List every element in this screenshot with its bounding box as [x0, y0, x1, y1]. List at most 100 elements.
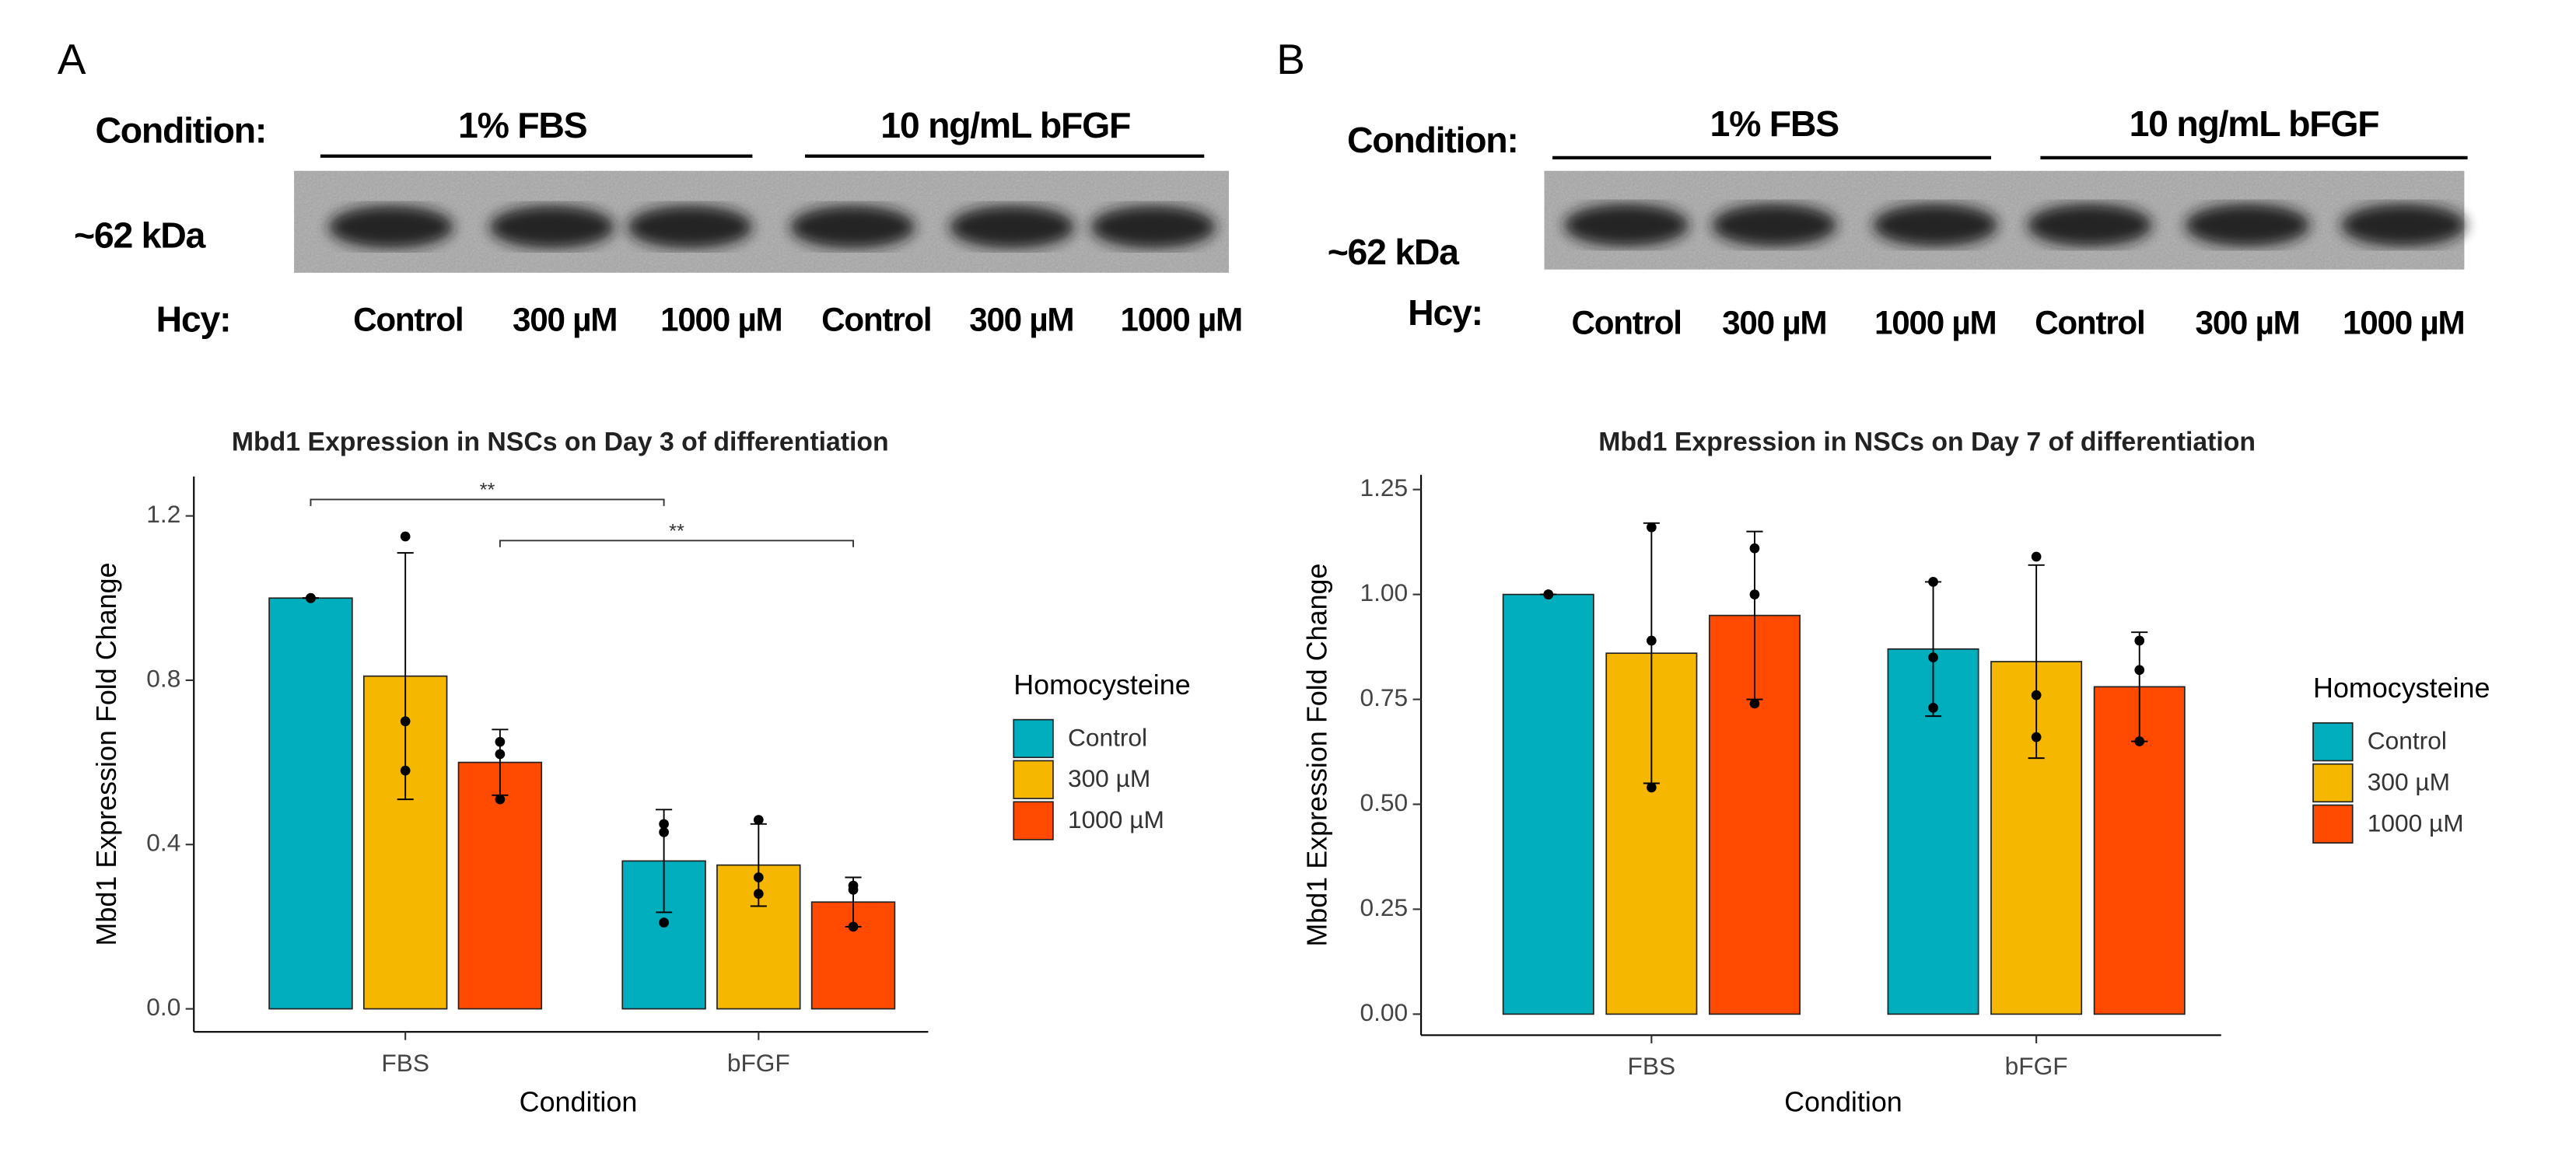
significance-bracket	[310, 498, 665, 506]
blot-band	[328, 205, 453, 249]
panel-label: B	[1276, 35, 1304, 83]
data-point	[659, 819, 669, 830]
legend: Homocysteine Control 300 µM 1000 µM	[2312, 672, 2490, 844]
bar	[268, 597, 353, 1010]
lane-label: 1000 µM	[2343, 305, 2464, 341]
legend-label: 300 µM	[2368, 767, 2450, 795]
data-point	[753, 872, 764, 882]
y-tick-label: 0.25	[1360, 893, 1409, 921]
data-point	[400, 716, 411, 727]
lane-label: 300 µM	[513, 301, 617, 337]
legend-label: 1000 µM	[1068, 805, 1164, 833]
lane-label: 1000 µM	[1874, 305, 1996, 341]
data-point	[2031, 690, 2042, 701]
legend-label: Control	[1068, 723, 1147, 751]
chart: Mbd1 Expression in NSCs on Day 7 of diff…	[1301, 428, 2490, 1118]
size-label: ~62 kDa	[1328, 232, 1460, 272]
legend-label: Control	[2368, 727, 2447, 755]
data-point	[848, 921, 859, 932]
x-tick-label: FBS	[381, 1049, 429, 1077]
lane-label: Control	[1571, 305, 1681, 341]
data-point	[1928, 577, 1938, 587]
data-point	[400, 765, 411, 776]
condition-group: 10 ng/mL bFGF	[2130, 103, 2379, 144]
bracket-line	[310, 498, 665, 506]
data-point	[495, 794, 506, 805]
x-axis-label: Condition	[1784, 1086, 1902, 1118]
data-point	[1647, 522, 1657, 533]
legend-swatch	[1013, 760, 1054, 799]
data-point	[400, 531, 411, 542]
chart-title: Mbd1 Expression in NSCs on Day 3 of diff…	[232, 428, 889, 457]
data-point	[753, 815, 764, 825]
size-label: ~62 kDa	[74, 215, 206, 256]
data-point	[753, 889, 764, 899]
legend-title: Homocysteine	[2313, 672, 2490, 704]
data-point	[848, 885, 859, 895]
data-point	[1647, 635, 1657, 646]
data-point	[495, 749, 506, 760]
lane-label: 1000 µM	[1121, 301, 1242, 337]
data-point	[1749, 698, 1760, 709]
y-tick-label: 0.50	[1360, 788, 1409, 816]
lane-label: 300 µM	[2195, 305, 2299, 341]
data-point	[1928, 702, 1938, 713]
legend-swatch	[1013, 801, 1054, 840]
lane-label: Control	[353, 301, 463, 337]
lane-label: 300 µM	[969, 301, 1073, 337]
y-tick-label: 0.8	[146, 664, 180, 692]
data-point	[1647, 782, 1657, 793]
data-point	[1928, 652, 1938, 662]
blot-band	[627, 205, 753, 249]
y-tick-label: 0.00	[1360, 998, 1409, 1026]
data-point	[2031, 732, 2042, 742]
x-tick-label: bFGF	[727, 1049, 790, 1077]
chart: Mbd1 Expression in NSCs on Day 3 of diff…	[90, 428, 1191, 1118]
data-point	[2031, 551, 2042, 562]
y-tick-label: 1.2	[146, 500, 180, 528]
x-tick-label: FBS	[1628, 1052, 1676, 1080]
data-point	[1543, 589, 1554, 599]
legend-label: 1000 µM	[2368, 809, 2464, 837]
y-tick-label: 1.00	[1360, 578, 1409, 606]
error-bar	[397, 552, 414, 801]
y-tick-label: 0.0	[146, 993, 180, 1021]
data-point	[659, 827, 669, 837]
significance-bracket	[499, 540, 854, 547]
condition-group: 1% FBS	[1710, 103, 1839, 144]
blot-band	[1872, 204, 1998, 246]
lane-label: Control	[2035, 305, 2144, 341]
blot-band	[2185, 204, 2310, 246]
blot-band	[489, 205, 614, 249]
blot-band	[1090, 205, 1216, 249]
data-point	[2134, 635, 2145, 646]
x-tick-label: bFGF	[2005, 1052, 2068, 1080]
blot-band	[1711, 204, 1837, 246]
blot-band	[2027, 204, 2153, 246]
blot-noise	[1544, 170, 2465, 270]
y-tick-label: 1.25	[1360, 473, 1409, 501]
data-point	[306, 592, 316, 603]
condition-group: 1% FBS	[458, 105, 587, 145]
bar	[1502, 593, 1594, 1015]
lane-label: 300 µM	[1722, 305, 1826, 341]
data-point	[495, 736, 506, 747]
bracket-line	[499, 540, 854, 547]
legend-swatch	[2312, 804, 2354, 844]
blot-band	[789, 205, 915, 249]
y-tick-label: 0.4	[146, 829, 180, 857]
blot-band	[2340, 204, 2466, 246]
legend-swatch	[2312, 722, 2354, 762]
panel-label: A	[58, 35, 86, 83]
data-point	[659, 917, 669, 928]
legend-label: 300 µM	[1068, 764, 1150, 792]
y-axis-label: Mbd1 Expression Fold Change	[90, 562, 122, 945]
legend-swatch	[2312, 763, 2354, 803]
chart-title: Mbd1 Expression in NSCs on Day 7 of diff…	[1598, 428, 2256, 457]
significance-label: **	[480, 480, 495, 501]
condition-label: Condition:	[96, 110, 267, 150]
blot-band	[1563, 204, 1689, 246]
legend-swatch	[1013, 718, 1054, 759]
